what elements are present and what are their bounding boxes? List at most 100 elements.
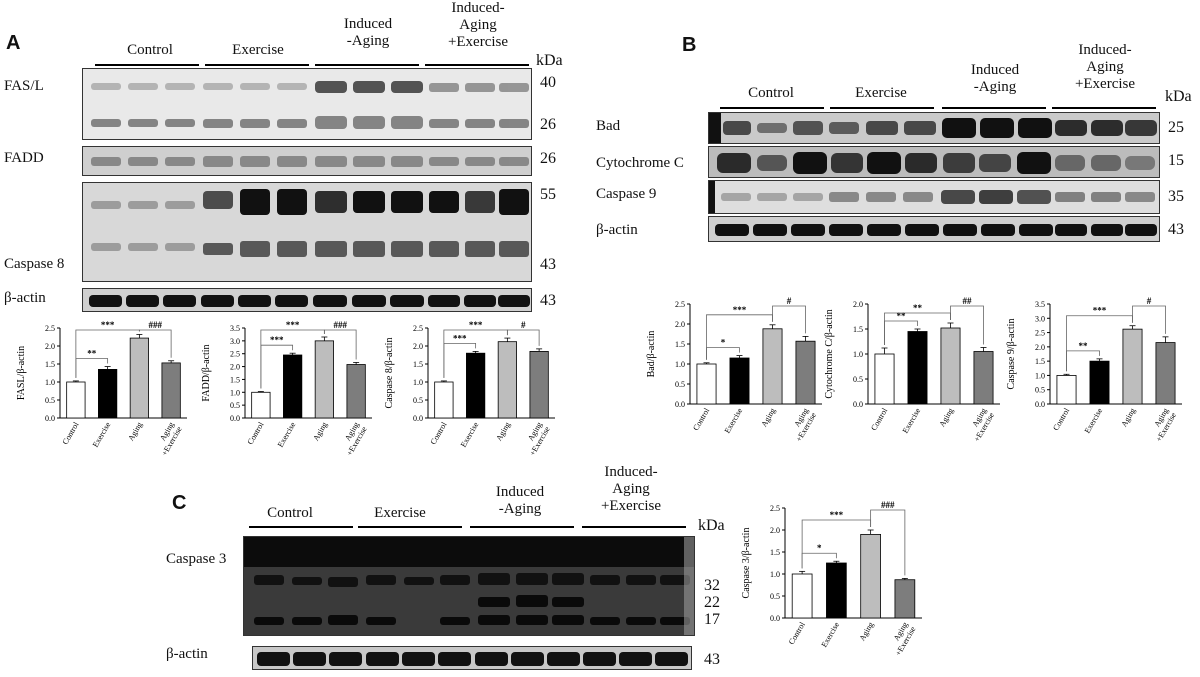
panel-a-group-control: Control xyxy=(127,42,173,58)
panel-a-blot-caspase8 xyxy=(82,182,532,282)
significance-label: ## xyxy=(963,296,973,306)
significance-label: * xyxy=(721,338,726,348)
y-tick-label: 2.0 xyxy=(230,363,240,372)
panel-a-group-aging-exercise: Induced- Aging +Exercise xyxy=(447,0,509,50)
panel-a-blot-label-bactin: β-actin xyxy=(4,290,46,306)
y-tick-label: 2.0 xyxy=(1035,343,1045,352)
y-axis-label: FADD/β-actin xyxy=(201,344,212,401)
y-tick-label: 0.0 xyxy=(675,400,685,409)
x-tick-label: Control xyxy=(246,420,266,446)
y-tick-label: 3.0 xyxy=(230,337,240,346)
x-tick-label: Aging+Exercise xyxy=(337,420,369,457)
chart-fasl: FASL/β-actin 0.0 0.5 1.0 1.5 2.0 2.5 Control Exe… xyxy=(16,320,187,457)
x-tick-label: Aging xyxy=(126,421,144,443)
x-tick-label: Exercise xyxy=(820,620,842,649)
panel-b-blot-cytc xyxy=(708,146,1160,178)
bar xyxy=(729,357,750,405)
panel-a-letter: A xyxy=(6,32,21,54)
y-tick-label: 3.5 xyxy=(230,324,240,333)
y-tick-label: 0.5 xyxy=(770,592,780,601)
panel-b-blot-label-cytc: Cytochrome C xyxy=(596,155,684,171)
panel-b-group-aging-exercise: Induced- Aging +Exercise xyxy=(1074,42,1136,92)
bar xyxy=(66,381,86,419)
significance-label: ### xyxy=(881,500,895,510)
panel-a-blot-fadd xyxy=(82,146,532,176)
y-tick-label: 2.0 xyxy=(45,342,55,351)
panel-b-blot-bactin xyxy=(708,216,1160,242)
y-tick-label: 1.5 xyxy=(675,340,685,349)
chart-cytochrome-c: Cytochrome C/β-actin 0.0 0.5 1.0 1.5 2.0 Contr… xyxy=(824,296,1000,443)
y-tick-label: 0.0 xyxy=(413,414,423,423)
y-tick-label: 1.0 xyxy=(853,350,863,359)
significance-label: ### xyxy=(149,320,163,330)
x-tick-label: Aging+Exercise xyxy=(886,620,918,657)
y-tick-label: 1.0 xyxy=(230,388,240,397)
bar xyxy=(314,340,334,419)
bar xyxy=(1089,360,1110,405)
significance-label: # xyxy=(1147,296,1152,306)
y-axis-label: Caspase 3/β-actin xyxy=(741,528,752,599)
panel-a-marker-fasl-40: 40 xyxy=(540,74,556,91)
panel-a-group-exercise: Exercise xyxy=(232,42,284,58)
panel-b-blot-casp9 xyxy=(708,180,1160,214)
panel-c-blot-label-bactin: β-actin xyxy=(166,646,208,662)
y-tick-label: 1.0 xyxy=(45,378,55,387)
panel-b-kda-label: kDa xyxy=(1165,88,1192,105)
panel-b-group-exercise: Exercise xyxy=(855,85,907,101)
panel-c-group-line xyxy=(358,526,462,528)
y-tick-label: 1.5 xyxy=(770,548,780,557)
bar xyxy=(434,381,454,419)
x-tick-label: Aging xyxy=(937,407,955,429)
x-tick-label: Exercise xyxy=(723,406,745,435)
x-tick-label: Control xyxy=(869,406,889,432)
x-tick-label: Exercise xyxy=(91,420,113,449)
y-tick-label: 0.0 xyxy=(1035,400,1045,409)
x-tick-label: Control xyxy=(787,620,807,646)
y-tick-label: 2.0 xyxy=(853,300,863,309)
y-tick-label: 2.5 xyxy=(675,300,685,309)
panel-c-kda-label: kDa xyxy=(698,517,725,534)
y-tick-label: 2.0 xyxy=(413,342,423,351)
x-tick-label: Aging xyxy=(311,421,329,443)
bar xyxy=(762,328,783,405)
y-tick-label: 0.5 xyxy=(45,396,55,405)
significance-label: ** xyxy=(1079,341,1089,351)
y-tick-label: 2.5 xyxy=(1035,329,1045,338)
panel-b-group-line xyxy=(1052,107,1156,109)
y-tick-label: 1.0 xyxy=(770,570,780,579)
significance-label: *** xyxy=(733,305,747,315)
x-tick-label: Aging+Exercise xyxy=(786,406,818,443)
bar xyxy=(940,327,961,405)
x-tick-label: Exercise xyxy=(276,420,298,449)
significance-label: # xyxy=(787,296,792,306)
x-tick-label: Exercise xyxy=(1083,406,1105,435)
bar xyxy=(791,573,813,619)
significance-bracket xyxy=(950,305,984,345)
y-tick-label: 1.5 xyxy=(413,360,423,369)
y-axis-label: Caspase 8/β-actin xyxy=(384,338,395,409)
panel-b-group-aging: Induced -Aging xyxy=(970,62,1020,95)
y-tick-label: 2.0 xyxy=(770,526,780,535)
significance-label: ### xyxy=(334,320,348,330)
y-axis-label: FASL/β-actin xyxy=(16,346,27,400)
y-tick-label: 0.0 xyxy=(770,614,780,623)
bar xyxy=(497,341,517,419)
y-tick-label: 0.0 xyxy=(230,414,240,423)
panel-a-group-line xyxy=(315,64,419,66)
x-tick-label: Control xyxy=(691,406,711,432)
panel-c-marker-bactin-43: 43 xyxy=(704,651,720,668)
significance-bracket xyxy=(323,329,357,360)
panel-b-letter: B xyxy=(682,34,697,56)
significance-label: *** xyxy=(830,510,844,520)
panel-b-marker-cytc-15: 15 xyxy=(1168,152,1184,169)
bar xyxy=(251,391,271,419)
chart-caspase8: Caspase 8/β-actin 0.0 0.5 1.0 1.5 2.0 2.5 Contr… xyxy=(384,320,555,457)
panel-a-group-line xyxy=(95,64,199,66)
y-tick-label: 2.5 xyxy=(45,324,55,333)
panel-b-group-control: Control xyxy=(748,85,794,101)
y-tick-label: 1.5 xyxy=(230,375,240,384)
panel-a-blot-label-caspase8: Caspase 8 xyxy=(4,256,65,272)
bar xyxy=(874,353,895,405)
panel-c-blot-caspase3 xyxy=(243,536,695,636)
y-tick-label: 0.5 xyxy=(675,380,685,389)
